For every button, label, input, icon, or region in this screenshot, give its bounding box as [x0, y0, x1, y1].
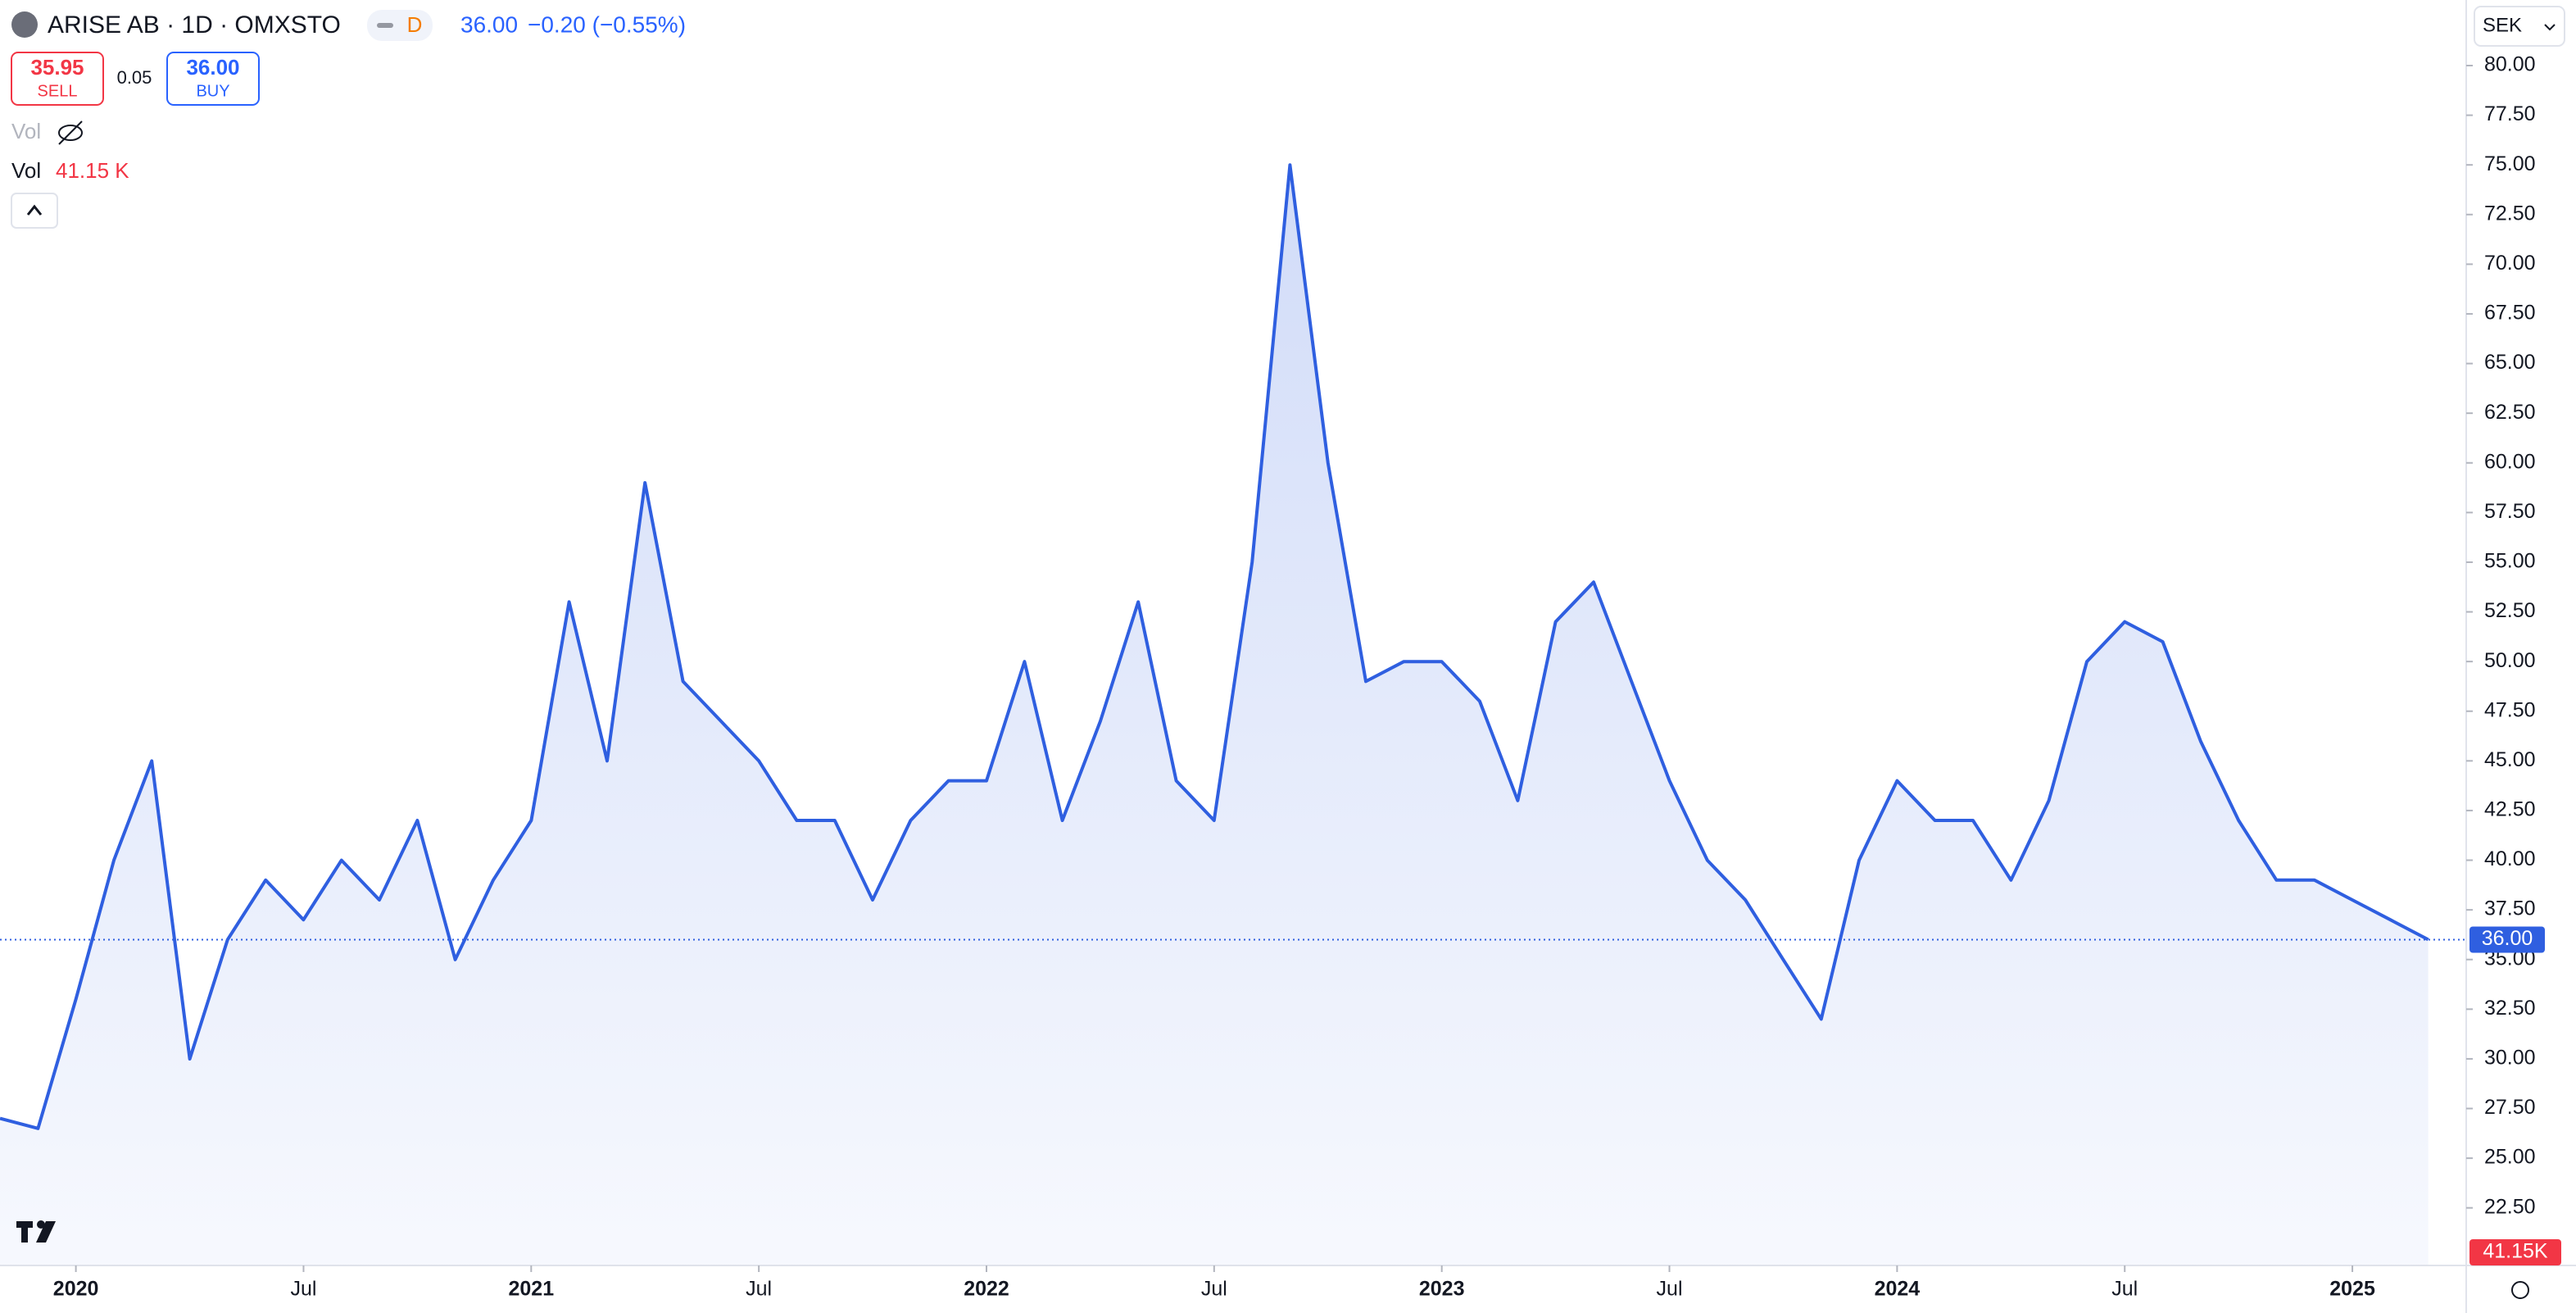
collapse-button[interactable] — [11, 193, 58, 229]
x-tick-label: 2023 — [1419, 1278, 1465, 1301]
y-tick-label: 80.00 — [2484, 53, 2536, 76]
y-tick-label: 62.50 — [2484, 401, 2536, 424]
last-price-label: 36.00 — [2482, 927, 2533, 950]
y-tick-label: 37.50 — [2484, 897, 2536, 920]
area-fill — [0, 165, 2429, 1266]
y-tick-label: 72.50 — [2484, 202, 2536, 225]
dropdown-icon[interactable] — [2544, 24, 2556, 31]
y-tick-label: 30.00 — [2484, 1047, 2536, 1070]
y-tick-label: 22.50 — [2484, 1195, 2536, 1218]
badge-bg — [367, 10, 433, 41]
x-tick-label: Jul — [746, 1278, 772, 1301]
y-tick-label: 70.00 — [2484, 252, 2536, 275]
buy-button[interactable] — [166, 52, 260, 106]
x-tick-label: Jul — [1201, 1278, 1227, 1301]
y-tick-label: 65.00 — [2484, 351, 2536, 374]
y-tick-label: 45.00 — [2484, 748, 2536, 771]
y-tick-label: 60.00 — [2484, 450, 2536, 473]
x-tick-label: 2022 — [964, 1278, 1009, 1301]
y-tick-label: 40.00 — [2484, 847, 2536, 870]
last-price-box — [2469, 926, 2545, 953]
price-line — [0, 163, 2429, 1130]
x-tick-label: 2025 — [2329, 1278, 2375, 1301]
sell-button[interactable] — [11, 52, 104, 106]
x-tick-label: 2020 — [53, 1278, 99, 1301]
currency[interactable]: SEK — [2483, 14, 2522, 36]
vol-label: Vol — [11, 158, 41, 183]
currency-button[interactable] — [2474, 6, 2565, 47]
vol-value: 41.15 K — [56, 158, 129, 183]
y-tick-label: 47.50 — [2484, 698, 2536, 721]
y-tick-label: 77.50 — [2484, 102, 2536, 125]
last-volume-box — [2469, 1239, 2561, 1265]
spread: 0.05 — [117, 67, 152, 88]
vol-hidden: Vol — [11, 119, 41, 143]
logo — [11, 11, 38, 38]
y-tick-label: 42.50 — [2484, 798, 2536, 821]
change: −0.20 (−0.55%) — [528, 11, 686, 37]
y-tick-label: 52.50 — [2484, 599, 2536, 622]
y-tick-label: 55.00 — [2484, 550, 2536, 573]
buy-label[interactable]: BUY — [196, 82, 229, 100]
x-tick-label: Jul — [2111, 1278, 2138, 1301]
x-tick-label: Jul — [290, 1278, 316, 1301]
y-tick-label: 67.50 — [2484, 302, 2536, 325]
plot — [0, 163, 2429, 1266]
y-tick-label: 50.00 — [2484, 649, 2536, 672]
y-tick-label: 32.50 — [2484, 997, 2536, 1020]
last-volume-label: 41.15K — [2483, 1240, 2548, 1263]
tv-logo — [16, 1220, 56, 1243]
collapse-icon[interactable] — [26, 204, 43, 216]
sell-label[interactable]: SELL — [38, 82, 78, 100]
eye-icon[interactable] — [58, 120, 83, 145]
buy-price[interactable]: 36.00 — [186, 55, 239, 80]
symbol: ARISE AB · 1D · OMXSTO — [48, 11, 341, 39]
y-tick-label: 75.00 — [2484, 152, 2536, 175]
x-tick-label: 2021 — [508, 1278, 554, 1301]
price: 36.00 — [460, 11, 518, 37]
y-tick-label: 25.00 — [2484, 1146, 2536, 1169]
x-tick-label: 2024 — [1875, 1278, 1921, 1301]
x-tick-label: Jul — [1657, 1278, 1683, 1301]
badge: D — [407, 12, 423, 37]
y-tick-label: 27.50 — [2484, 1096, 2536, 1119]
y-tick-label: 57.50 — [2484, 500, 2536, 523]
badge-dot — [377, 23, 393, 28]
sell-price[interactable]: 35.95 — [30, 55, 84, 80]
settings-icon[interactable] — [2511, 1281, 2529, 1299]
